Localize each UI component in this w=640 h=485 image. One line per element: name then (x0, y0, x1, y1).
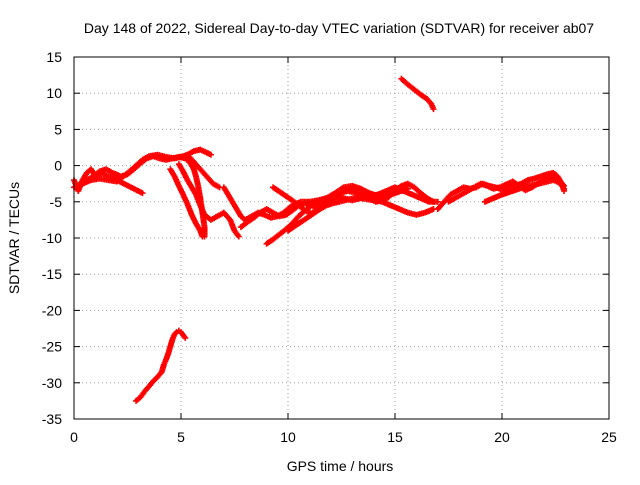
series-track-l (398, 75, 437, 113)
x-tick-label: 0 (70, 429, 78, 445)
x-axis-label: GPS time / hours (287, 458, 394, 474)
y-tick-label: 0 (54, 158, 62, 174)
y-tick-label: -15 (42, 266, 62, 282)
series-track-o (481, 177, 568, 205)
y-tick-label: -20 (42, 302, 62, 318)
data-point (199, 233, 206, 240)
y-tick-label: -35 (42, 411, 62, 427)
x-tick-label: 20 (494, 429, 510, 445)
y-tick-label: -30 (42, 375, 62, 391)
y-tick-label: 10 (46, 85, 62, 101)
data-point (235, 233, 242, 240)
data-point (404, 185, 411, 192)
data-layer (71, 75, 568, 404)
data-point (139, 190, 146, 197)
grid (74, 57, 609, 419)
series-track-k (285, 185, 411, 234)
x-tick-label: 10 (280, 429, 296, 445)
x-tick-label: 25 (601, 429, 617, 445)
data-point (207, 151, 214, 158)
series-track-c (71, 146, 214, 191)
ticks: 0 5 10 15 20 25 15 10 5 0 -5 -10 -15 -20 -25 -30 -35 (42, 49, 617, 445)
series-track-p (133, 327, 189, 404)
y-tick-label: -10 (42, 230, 62, 246)
data-point (561, 185, 568, 192)
y-tick-label: 5 (54, 121, 62, 137)
data-point (430, 106, 437, 113)
y-tick-label: 15 (46, 49, 62, 65)
data-point (430, 198, 437, 205)
x-tick-label: 5 (177, 429, 185, 445)
x-tick-label: 15 (387, 429, 403, 445)
data-point (182, 334, 189, 341)
series-track-f (167, 166, 206, 240)
series-track-d (175, 161, 242, 240)
data-point (172, 330, 179, 337)
y-tick-label: -5 (50, 194, 63, 210)
chart-title: Day 148 of 2022, Sidereal Day-to-day VTE… (84, 20, 594, 36)
y-tick-label: -25 (42, 339, 62, 355)
series-track-e (184, 151, 223, 191)
y-axis-label: SDTVAR / TECUs (6, 182, 22, 294)
